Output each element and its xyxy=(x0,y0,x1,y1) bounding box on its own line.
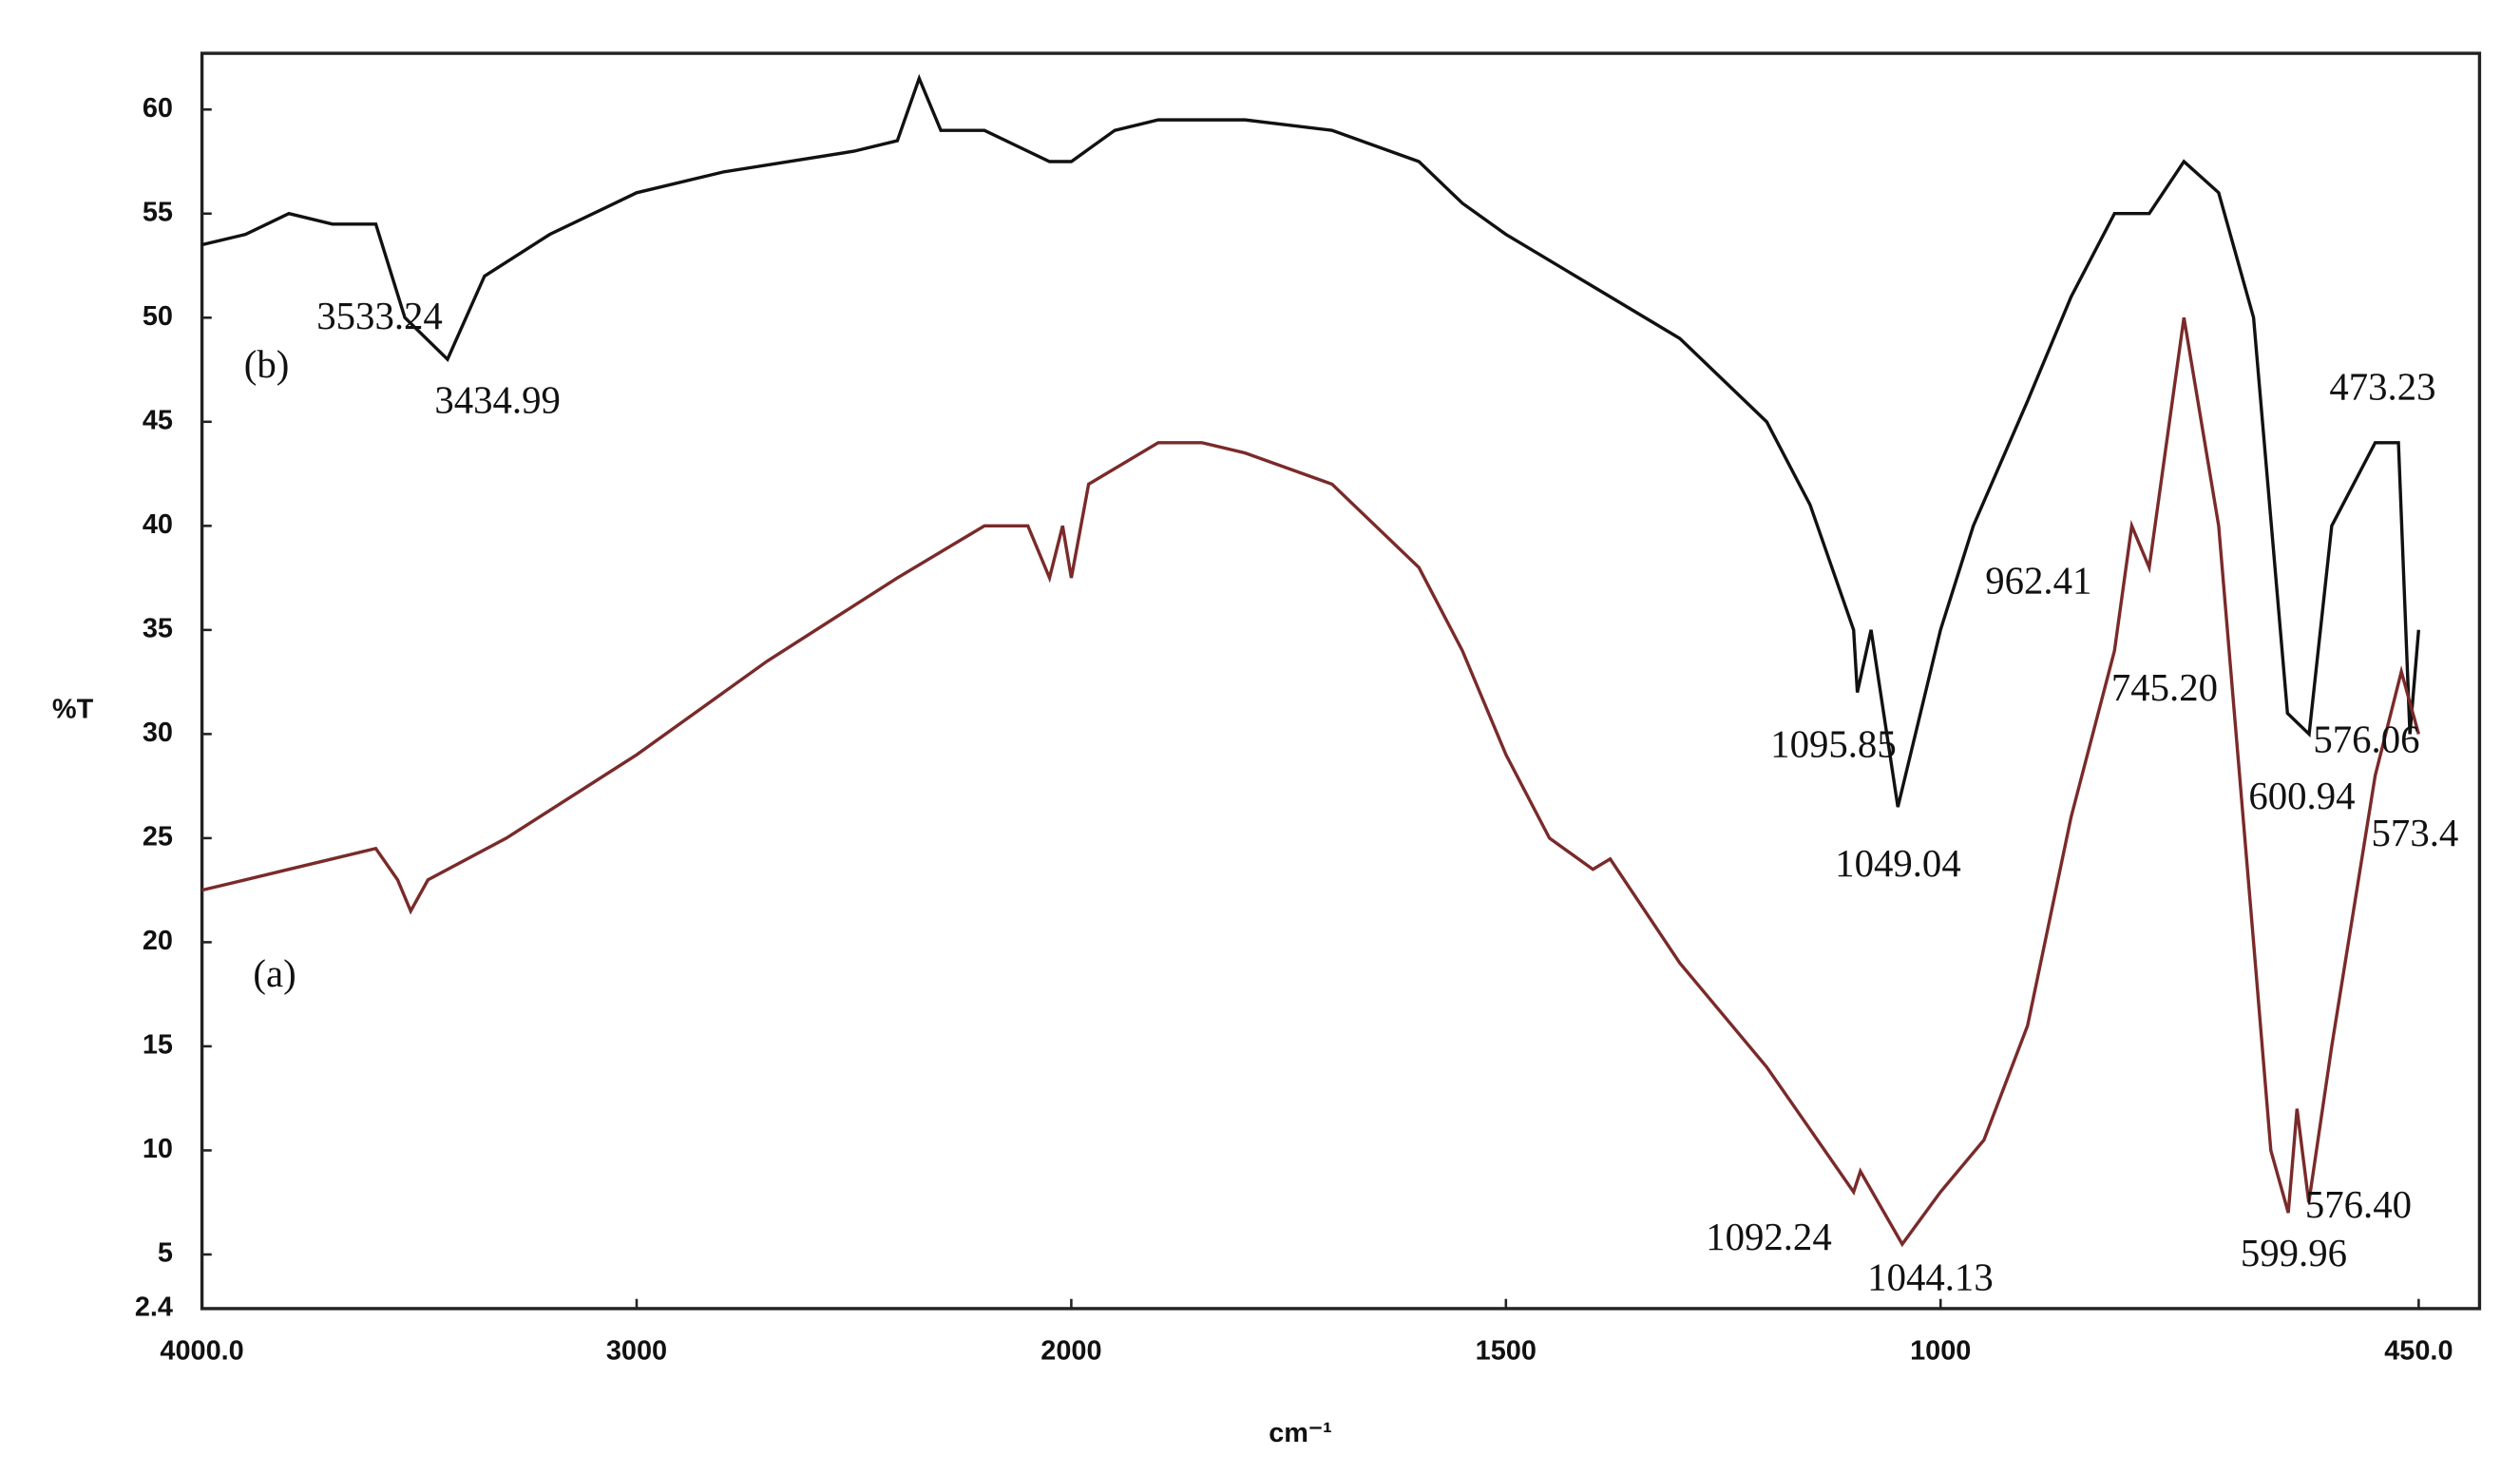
y-axis-label: %T xyxy=(52,695,94,725)
peak-label: 473.23 xyxy=(2329,366,2435,409)
y-tick-label: 5 xyxy=(158,1238,173,1269)
y-tick-label: 60 xyxy=(143,93,173,124)
y-tick-label: 10 xyxy=(143,1134,173,1164)
x-tick-label: 450.0 xyxy=(2384,1335,2453,1366)
peak-label: 599.96 xyxy=(2241,1232,2347,1274)
x-tick-label: 1000 xyxy=(1910,1335,1971,1366)
y-tick-label: 20 xyxy=(143,926,173,956)
peak-label: 1044.13 xyxy=(1867,1255,1994,1298)
y-tick-label: 45 xyxy=(143,405,173,435)
y-tick-label: 35 xyxy=(143,613,173,643)
peak-label: 745.20 xyxy=(2111,666,2218,709)
peak-label: 3434.99 xyxy=(434,378,561,421)
peak-label: 3533.24 xyxy=(316,295,443,337)
peak-label: 573.4 xyxy=(2372,812,2459,854)
y-tick-label: 2.4 xyxy=(135,1293,173,1323)
peak-label: 600.94 xyxy=(2248,775,2355,817)
peak-label: 576.06 xyxy=(2313,718,2419,760)
y-tick-label: 40 xyxy=(143,509,173,540)
peak-label: 1092.24 xyxy=(1706,1216,1832,1258)
series-label: (b) xyxy=(244,343,290,386)
series-line xyxy=(201,316,2420,1248)
peak-label: 1049.04 xyxy=(1835,842,1961,885)
y-tick-label: 15 xyxy=(143,1030,173,1061)
y-tick-label: 30 xyxy=(143,718,173,748)
peak-label: 962.41 xyxy=(1985,560,2091,603)
x-tick-label: 4000.0 xyxy=(160,1335,243,1366)
x-axis-label: cm⁻¹ xyxy=(1269,1418,1332,1448)
x-tick-label: 3000 xyxy=(606,1335,667,1366)
series-label: (a) xyxy=(253,952,296,995)
peak-label: 1095.85 xyxy=(1770,722,1897,765)
y-tick-label: 50 xyxy=(143,301,173,332)
y-tick-label: 55 xyxy=(143,197,173,227)
x-tick-label: 1500 xyxy=(1476,1335,1537,1366)
peak-label: 576.40 xyxy=(2305,1183,2412,1226)
y-tick-label: 25 xyxy=(143,822,173,852)
plot-frame xyxy=(200,51,2482,1311)
x-tick-label: 2000 xyxy=(1040,1335,1101,1366)
series-line xyxy=(201,73,2421,808)
